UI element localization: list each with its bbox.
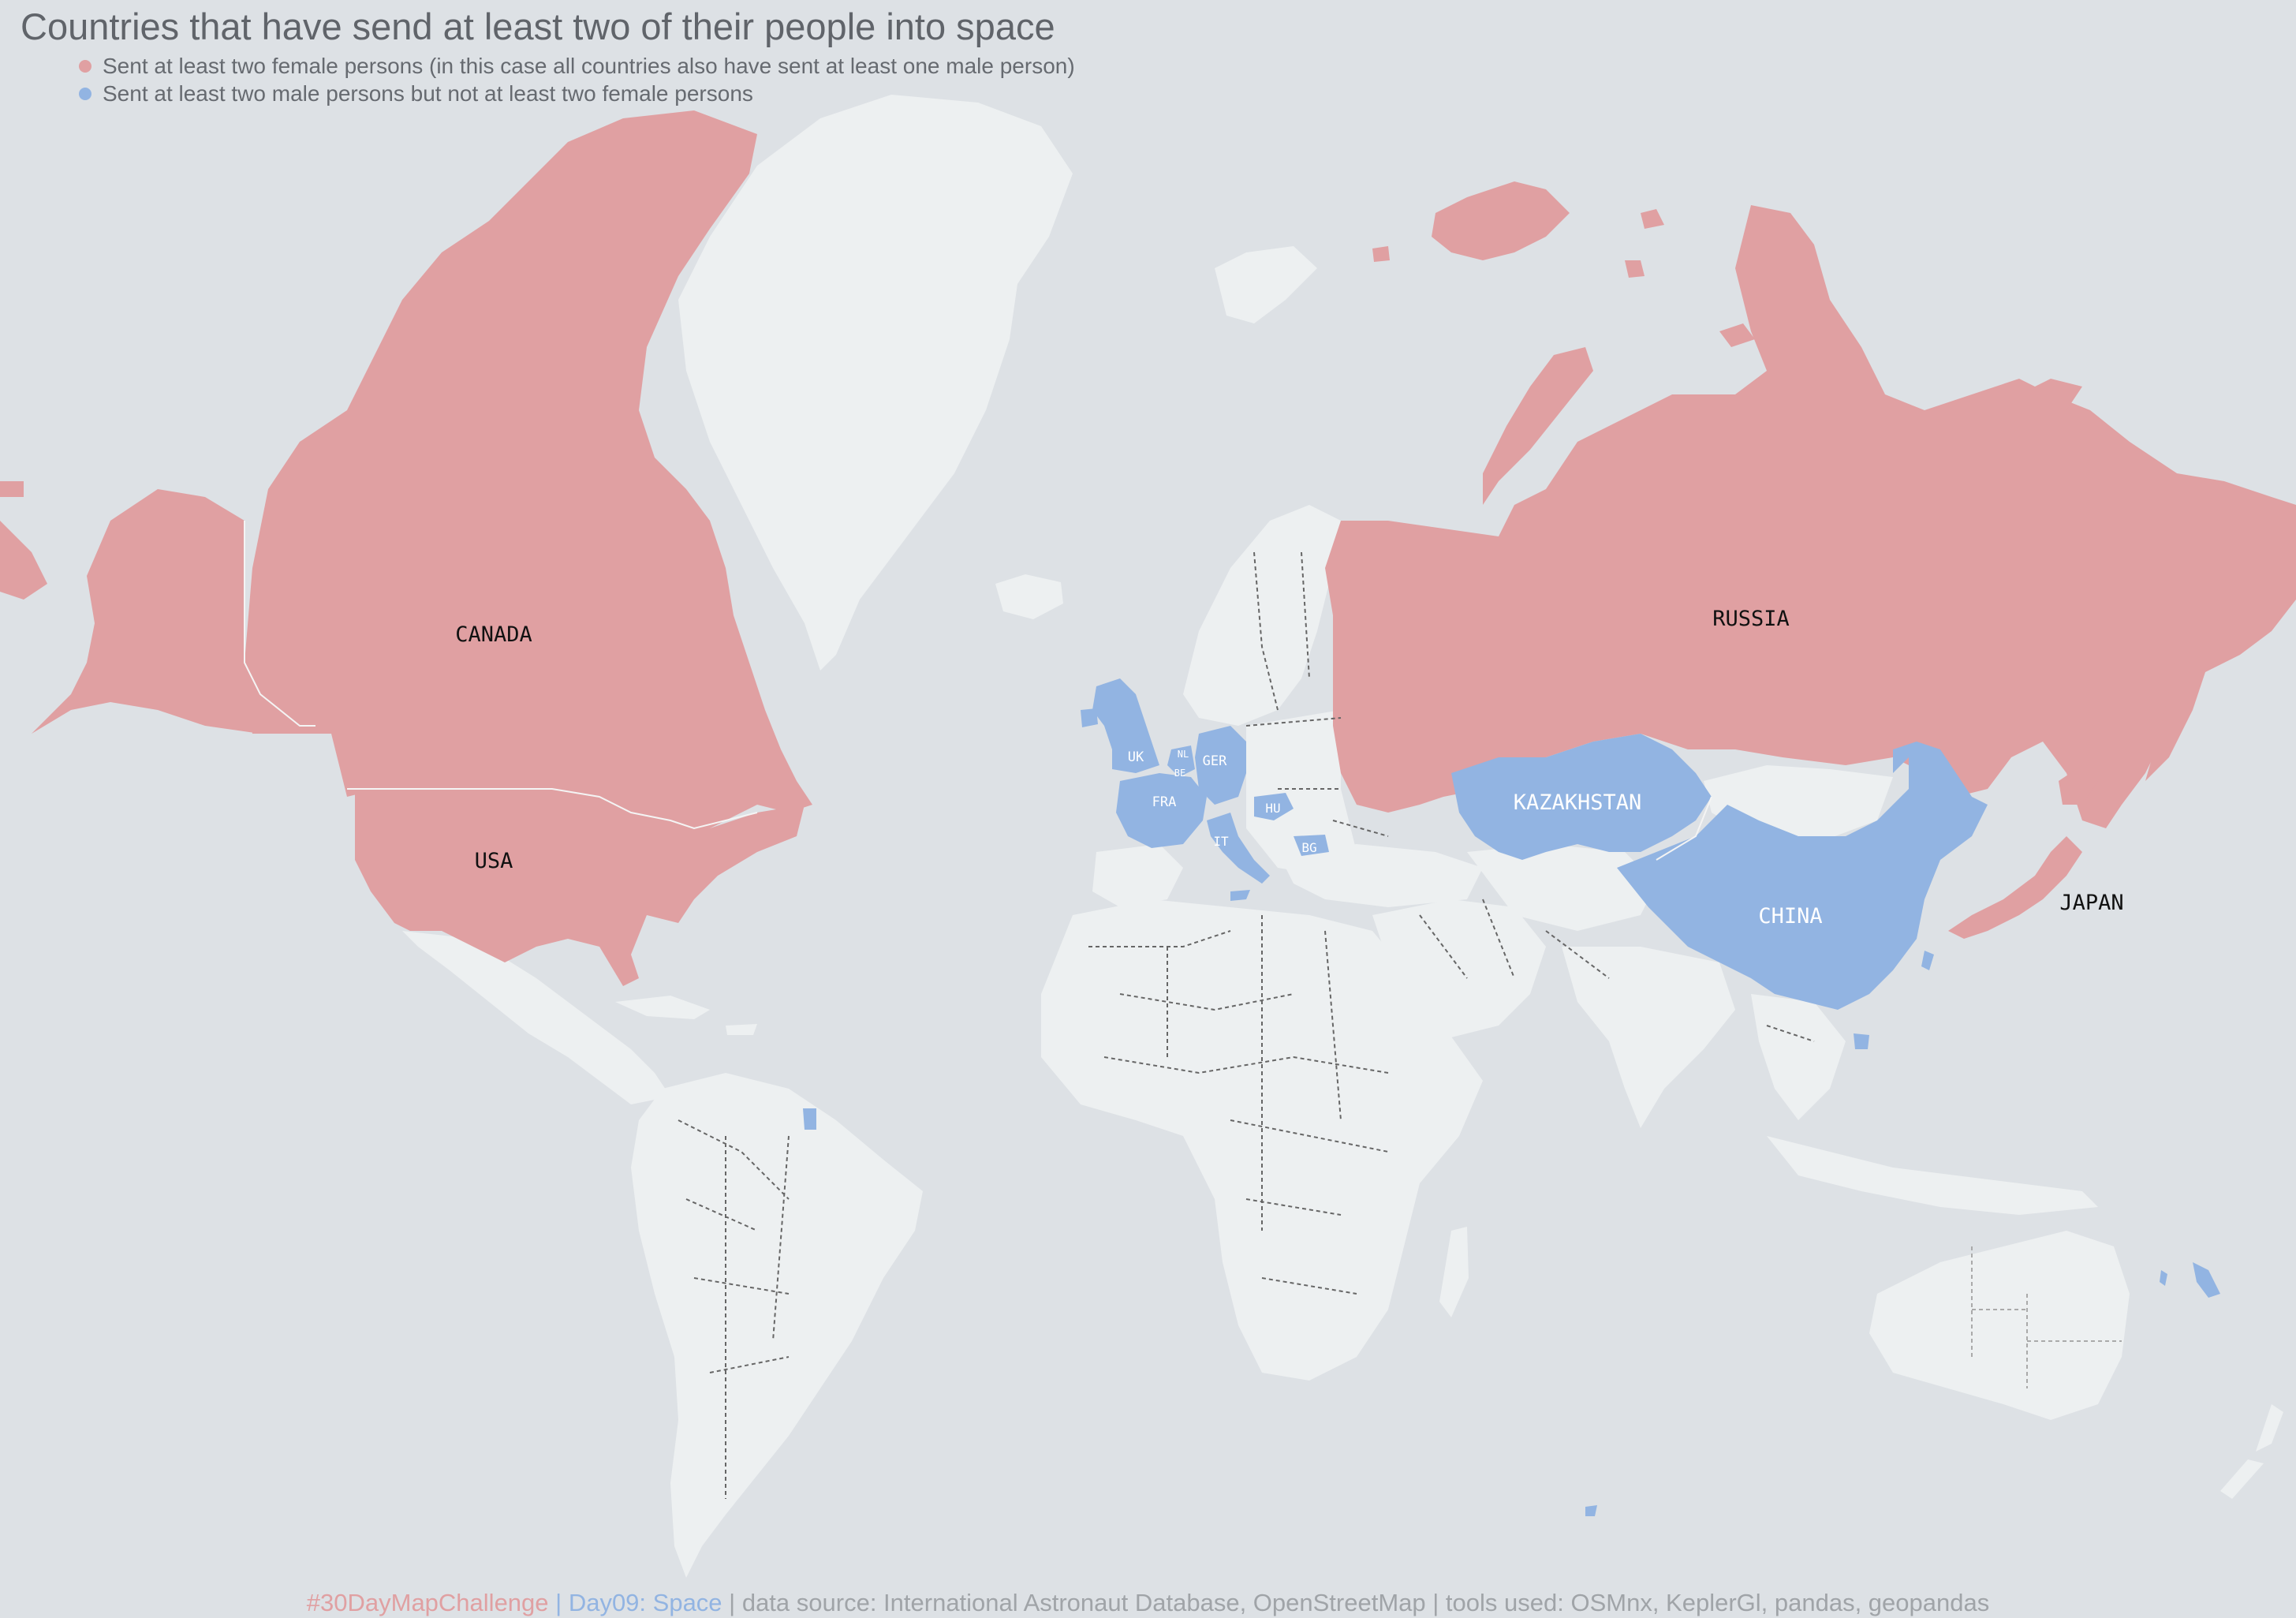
new-zealand-land xyxy=(2220,1404,2283,1499)
label-kazakhstan: KAZAKHSTAN xyxy=(1514,790,1642,815)
legend-label-male: Sent at least two male persons but not a… xyxy=(103,80,753,106)
canada-usa-border xyxy=(347,788,758,830)
footer-sources: | data source: International Astronaut D… xyxy=(722,1589,1990,1616)
label-bg: BG xyxy=(1301,840,1316,855)
australia-borders-dashed xyxy=(1971,1246,2122,1388)
southeast-asia-land xyxy=(1751,994,1846,1120)
legend-item-male: Sent at least two male persons but not a… xyxy=(79,80,1075,107)
label-usa: USA xyxy=(475,849,513,873)
hainan-taiwan-region xyxy=(1854,951,1934,1049)
alaska-east-tip xyxy=(0,481,47,600)
map-title: Countries that have send at least two of… xyxy=(21,6,1055,47)
kazakhstan-china-border xyxy=(1656,796,1712,861)
indonesia-land xyxy=(1767,1136,2098,1215)
middle-east-land xyxy=(1372,899,1546,1041)
legend-dot-female xyxy=(79,59,91,73)
china-region xyxy=(1617,742,1988,1010)
kamchatka-region xyxy=(2145,631,2208,781)
footer-sep: | xyxy=(548,1589,569,1616)
legend-dot-male xyxy=(79,87,91,100)
label-uk: UK xyxy=(1128,749,1144,765)
scandinavia-land xyxy=(1183,505,1341,726)
label-it: IT xyxy=(1213,834,1229,849)
footer-challenge: #30DayMapChallenge xyxy=(306,1589,549,1616)
alaska-canada-border xyxy=(244,521,315,727)
bulgaria-region xyxy=(1294,835,1329,856)
russia-region xyxy=(1325,205,2296,828)
footer-day: Day09: Space xyxy=(568,1589,722,1616)
label-be: BE xyxy=(1174,768,1185,779)
mexico-central-america-land xyxy=(402,931,670,1104)
label-russia: RUSSIA xyxy=(1712,607,1790,631)
kazakhstan-region xyxy=(1451,734,1712,860)
label-ger: GER xyxy=(1203,753,1227,769)
pacific-islands-region xyxy=(2160,1262,2220,1298)
label-japan: JAPAN xyxy=(2059,891,2123,915)
hungary-region xyxy=(1254,793,1294,820)
label-hu: HU xyxy=(1265,801,1280,816)
uk-region xyxy=(1081,678,1159,773)
footer-credits: #30DayMapChallenge | Day09: Space | data… xyxy=(0,1589,2296,1617)
japan-region xyxy=(1948,765,2098,939)
iceland-land xyxy=(995,574,1063,619)
usa-region xyxy=(355,789,805,986)
greenland-land xyxy=(678,95,1073,671)
reunion-region xyxy=(1585,1505,1597,1516)
benelux-region xyxy=(1167,745,1195,777)
eastern-europe-land xyxy=(1246,710,1388,884)
label-nl: NL xyxy=(1178,749,1189,760)
legend: Sent at least two female persons (in thi… xyxy=(79,52,1075,107)
south-america-land xyxy=(631,1073,923,1578)
australia-land xyxy=(1869,1231,2130,1420)
india-land xyxy=(1562,947,1735,1128)
legend-label-female: Sent at least two female persons (in thi… xyxy=(103,53,1075,78)
canada-region xyxy=(245,110,812,828)
french-guiana-region xyxy=(803,1108,816,1130)
africa-land xyxy=(1041,899,1483,1381)
italy-region xyxy=(1207,813,1270,901)
label-canada: CANADA xyxy=(455,622,532,647)
franz-josef-land-region xyxy=(1432,181,1570,260)
france-region xyxy=(1116,773,1207,848)
country-borders-dashed xyxy=(678,551,1815,1499)
label-fra: FRA xyxy=(1152,794,1177,810)
germany-region xyxy=(1195,726,1246,805)
alaska-region xyxy=(8,489,300,757)
novaya-zemlya-region xyxy=(1483,347,1593,505)
balkans-turkey-land xyxy=(1278,844,1483,907)
central-asia-land xyxy=(1467,844,1656,931)
svalbard-land xyxy=(1215,246,1317,323)
label-china: CHINA xyxy=(1758,904,1822,929)
legend-item-female: Sent at least two female persons (in thi… xyxy=(79,52,1075,80)
iberia-land xyxy=(1092,844,1183,907)
caribbean-land xyxy=(615,996,757,1035)
madagascar-land xyxy=(1439,1227,1469,1317)
